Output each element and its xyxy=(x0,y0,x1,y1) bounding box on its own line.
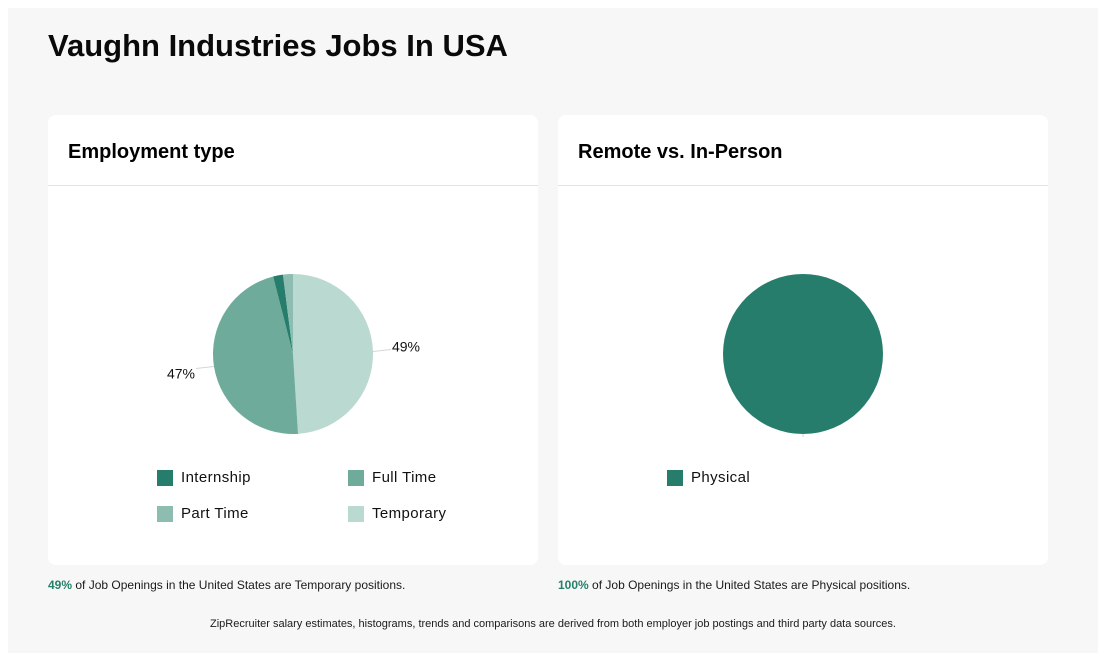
page-background: Vaughn Industries Jobs In USA Employment… xyxy=(8,8,1098,653)
pie-slice-internship[interactable] xyxy=(273,274,293,354)
legend-item-internship[interactable]: Internship xyxy=(157,469,251,486)
remote-vs-in-person-card: Remote vs. In-Person 100% Physical xyxy=(558,115,1048,565)
legend-item-physical[interactable]: Physical xyxy=(667,469,750,486)
legend-label-full-time: Full Time xyxy=(372,469,437,486)
legend-swatch-internship xyxy=(157,469,173,486)
employment-caption-percent: 49% xyxy=(48,578,73,592)
pie-slice-full-time[interactable] xyxy=(213,276,299,434)
legend-label-internship: Internship xyxy=(181,469,251,486)
employment-type-card: Employment type 49% 47% Internship Full T… xyxy=(48,115,538,565)
pie-slice-physical[interactable] xyxy=(723,274,883,434)
data-label-leader-temporary xyxy=(372,348,392,352)
employment-type-title: Employment type xyxy=(68,141,235,163)
remote-pie-chart: 100% xyxy=(723,274,883,437)
legend-item-temporary[interactable]: Temporary xyxy=(348,505,446,522)
legend-item-part-time[interactable]: Part Time xyxy=(157,505,249,522)
employment-pie-chart: 49% 47% xyxy=(167,274,420,434)
data-label-temporary: 49% xyxy=(392,338,420,354)
pie-slice-part-time[interactable] xyxy=(282,274,293,354)
employment-caption: 49% of Job Openings in the United States… xyxy=(48,578,405,592)
legend-label-part-time: Part Time xyxy=(181,505,249,522)
legend-label-temporary: Temporary xyxy=(372,505,447,522)
card-divider xyxy=(558,185,1048,186)
legend-swatch-temporary xyxy=(348,505,364,522)
employment-caption-text: of Job Openings in the United States are… xyxy=(75,578,406,592)
remote-caption-text: of Job Openings in the United States are… xyxy=(592,578,911,592)
data-label-leader-physical xyxy=(802,434,804,437)
page-title: Vaughn Industries Jobs In USA xyxy=(48,28,508,63)
legend-swatch-part-time xyxy=(157,505,173,522)
legend-label-physical: Physical xyxy=(691,469,751,486)
legend-swatch-full-time xyxy=(348,469,364,486)
legend-item-full-time[interactable]: Full Time xyxy=(348,469,436,486)
remote-caption: 100% of Job Openings in the United State… xyxy=(558,578,910,592)
remote-caption-percent: 100% xyxy=(558,578,589,592)
card-divider xyxy=(48,185,538,186)
pie-slice-temporary[interactable] xyxy=(293,274,373,434)
data-label-leader-full-time xyxy=(195,366,215,370)
footer-disclaimer: ZipRecruiter salary estimates, histogram… xyxy=(210,618,896,630)
data-label-full-time: 47% xyxy=(167,366,195,382)
remote-vs-in-person-title: Remote vs. In-Person xyxy=(578,141,783,163)
legend-swatch-physical xyxy=(667,469,683,486)
